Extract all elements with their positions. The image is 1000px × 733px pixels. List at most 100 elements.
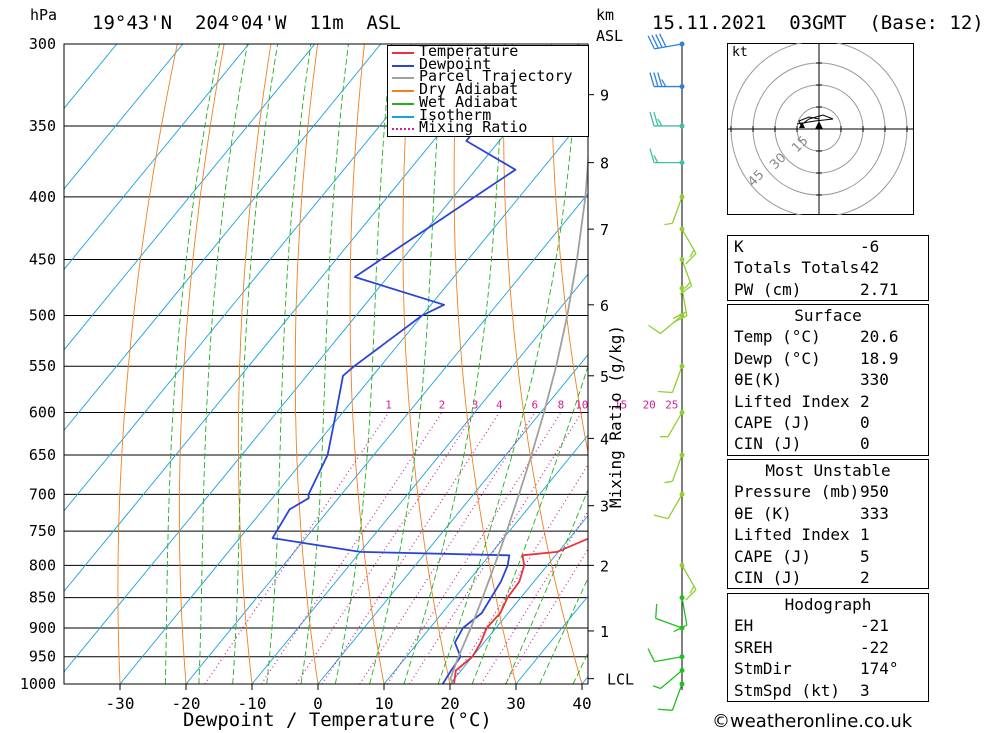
wind-barb-feather — [684, 281, 691, 289]
legend-label: Dewpoint — [419, 54, 492, 73]
wind-barb — [649, 72, 685, 90]
pressure-tick-label: 700 — [29, 485, 56, 503]
legend-entry: Isotherm — [388, 107, 588, 123]
footer-copyright: ©weatheronline.co.uk — [712, 711, 913, 732]
index-label: Totals Totals — [734, 258, 860, 278]
dry-adiabat-line — [117, 44, 178, 684]
legend-label: Parcel Trajectory — [419, 67, 573, 86]
wind-barb — [673, 595, 688, 633]
pressure-tick-label: 850 — [29, 589, 56, 607]
wind-barb-feather — [679, 285, 692, 295]
temp-tick-label: 10 — [374, 694, 393, 713]
pressure-tick-label: 750 — [29, 522, 56, 540]
wind-barb-feather — [659, 33, 667, 48]
index-label: CAPE (J) — [734, 412, 812, 432]
index-label: Pressure (mb) — [734, 482, 860, 502]
mixing-ratio-labels: 1 2 3 4 6 8 10 15 20 25 — [385, 398, 678, 411]
mixing-ratio-line — [359, 412, 536, 684]
wind-level-dot — [679, 681, 685, 687]
wind-barb-feather — [651, 34, 659, 49]
temp-tick-label: -20 — [172, 694, 201, 713]
hodograph-trace — [796, 114, 834, 126]
mixing-ratio-label: 20 — [643, 398, 656, 411]
wind-profile — [647, 33, 697, 711]
legend-label: Dry Adiabat — [419, 80, 519, 99]
index-row: Dewp (°C) 18.9 — [728, 348, 928, 369]
asl-unit-label: ASL — [596, 27, 624, 45]
isotherm-line — [317, 354, 588, 684]
pressure-tick-label: 650 — [29, 446, 56, 464]
chart-legend: Temperature Dewpoint Parcel Trajectory Dry … — [387, 44, 589, 137]
indices-general-box: K -6 Totals Totals 42 PW (cm) 2.71 — [727, 235, 929, 302]
dry-adiabat-line — [954, 0, 1000, 710]
wind-barb-feather — [657, 708, 673, 711]
index-row: Lifted Index 2 — [728, 391, 928, 412]
legend-swatch — [392, 77, 414, 80]
wind-barb — [647, 648, 685, 663]
index-value: -22 — [860, 637, 889, 657]
index-value: 42 — [860, 258, 880, 278]
mixing-ratio-label: 8 — [558, 398, 565, 411]
mixing-ratio-label: 10 — [575, 398, 588, 411]
dry-adiabat-line — [237, 44, 272, 684]
temp-tick-label: -30 — [106, 694, 135, 713]
pressure-tick-label: 800 — [29, 556, 56, 574]
wind-barb-feather — [673, 315, 688, 323]
indices-most-unstable-box: Most Unstable Pressure (mb) 950 θE (K) 333 Li… — [727, 459, 929, 590]
wind-barb — [657, 681, 685, 711]
index-row: CIN (J) 2 — [728, 567, 928, 588]
wind-barb — [647, 33, 685, 50]
legend-label: Wet Adiabat — [419, 92, 519, 111]
pressure-tick-label: 550 — [29, 357, 56, 375]
legend-swatch — [392, 64, 414, 67]
wind-barb — [648, 313, 685, 335]
legend-entry: Mixing Ratio — [388, 118, 588, 137]
wet-adiabat-line — [505, 488, 588, 684]
chart-grid — [64, 0, 1000, 710]
location-title: 19°43'N 204°04'W 11m ASL — [92, 12, 401, 34]
wind-level-dot — [679, 491, 685, 497]
km-tick-label: 7 — [600, 221, 609, 239]
wind-barb-feather — [657, 390, 673, 394]
dry-adiabat-line — [294, 44, 319, 684]
wind-barb-feather — [653, 155, 659, 163]
wind-level-dot — [679, 194, 685, 200]
pressure-unit-label: hPa — [30, 6, 58, 24]
wind-barb-feather — [673, 624, 688, 633]
wind-barb-feather — [649, 111, 655, 127]
index-row: StmDir 174° — [728, 658, 928, 679]
index-row: Temp (°C) 20.6 — [728, 326, 928, 347]
wind-barb-shaft — [654, 656, 683, 663]
wind-barb — [652, 668, 685, 690]
series-dewpoint — [271, 105, 588, 684]
wind-barb-shaft — [681, 259, 693, 287]
isotherm-line — [185, 193, 588, 684]
index-row: CAPE (J) 5 — [728, 546, 928, 567]
wind-barb-shaft — [681, 228, 697, 254]
legend-entry: Temperature — [388, 44, 588, 59]
wet-adiabat-line — [437, 44, 580, 684]
wind-barb-feather — [657, 72, 663, 87]
wind-level-dot — [679, 257, 685, 263]
pressure-tick-label: 500 — [29, 307, 56, 325]
wind-level-dot — [679, 285, 685, 291]
datetime-title: 15.11.2021 03GMT (Base: 12) — [652, 12, 984, 34]
pressure-tick-label: 950 — [29, 648, 56, 666]
km-tick-label: 8 — [600, 155, 609, 173]
index-label: K — [734, 237, 744, 256]
wind-barb-feather — [649, 72, 655, 87]
mixing-ratio-label: 1 — [385, 398, 392, 411]
wind-level-dot — [679, 123, 685, 129]
index-label: Temp (°C) — [734, 327, 821, 347]
wind-barb-shaft — [660, 670, 683, 690]
wet-adiabat-line — [334, 44, 393, 684]
index-value: 174° — [860, 659, 899, 679]
wind-barb-feather — [689, 249, 695, 258]
index-value: 2 — [860, 567, 870, 587]
wind-level-dot — [679, 452, 685, 458]
km-tick-label: 5 — [600, 368, 609, 386]
mixing-ratio-label: 6 — [532, 398, 539, 411]
isotherm-line — [64, 44, 118, 110]
wind-level-dot — [679, 595, 685, 601]
legend-label: Mixing Ratio — [419, 118, 528, 137]
